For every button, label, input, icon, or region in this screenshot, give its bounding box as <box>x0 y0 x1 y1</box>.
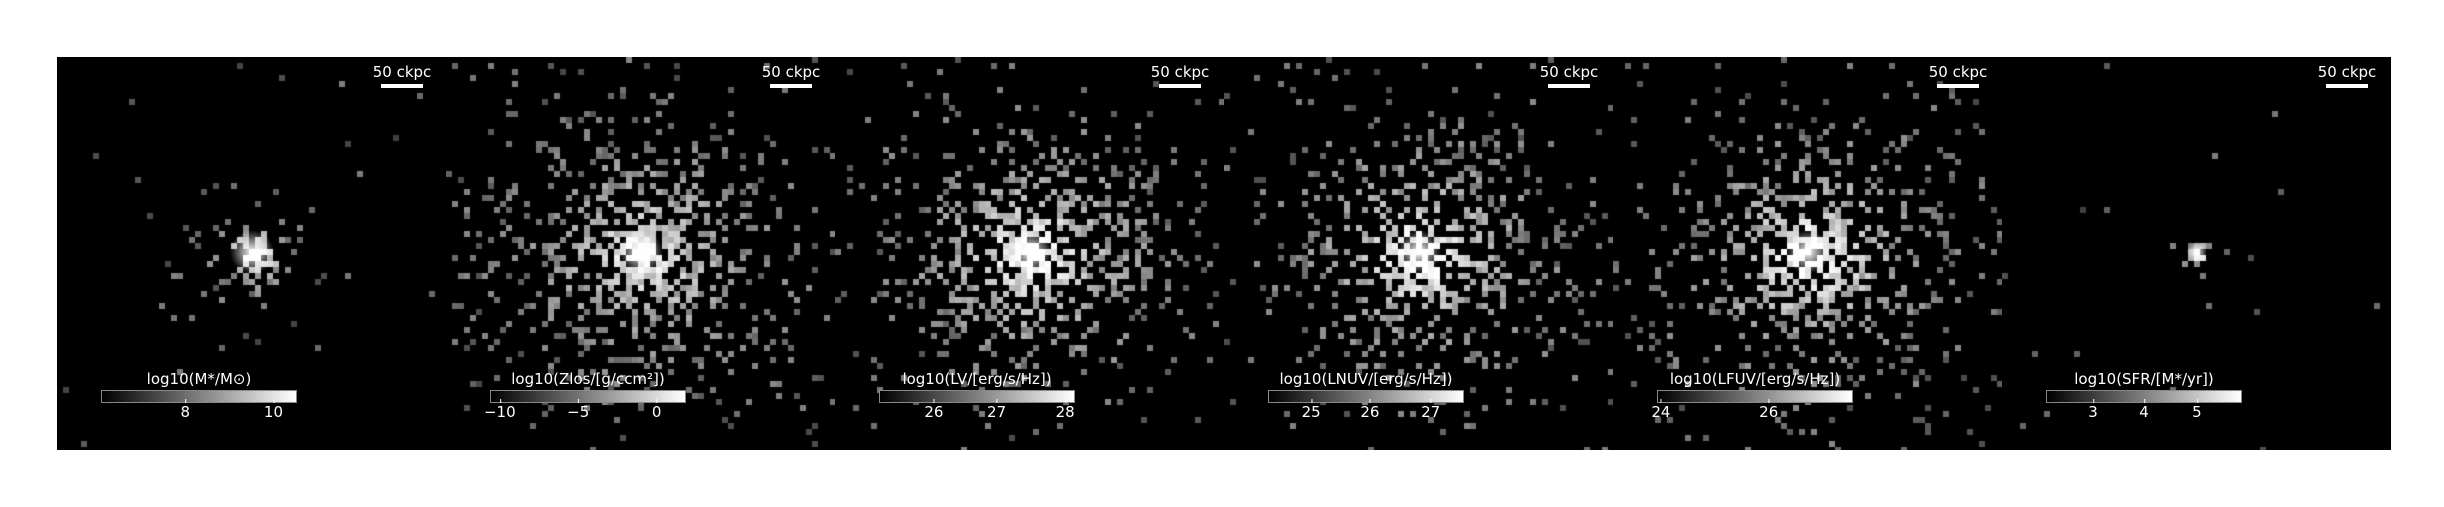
colorbar-gradient <box>1657 390 1853 403</box>
colorbar-tick-label: 24 <box>1651 399 1671 421</box>
colorbar-tick-label: 27 <box>1421 399 1441 421</box>
colorbar-gradient <box>879 390 1075 403</box>
colorbar-gradient <box>1268 390 1464 403</box>
colorbar-tick-label: 0 <box>651 399 662 421</box>
scale-bar: 50 ckpc <box>372 63 432 88</box>
scale-bar-label: 50 ckpc <box>372 63 432 81</box>
scale-bar-line <box>1937 84 1979 88</box>
galaxy-map-metallicity <box>446 57 835 450</box>
colorbar-tick-label: 28 <box>1055 399 1075 421</box>
colorbar-tick-label: 8 <box>180 399 191 421</box>
scale-bar-line <box>770 84 812 88</box>
colorbar-ticks: 3 4 5 <box>2046 399 2242 423</box>
colorbar-gradient <box>490 390 686 403</box>
panel-sfr: 50 ckpc log10(SFR/[M*/yr]) 3 4 5 <box>2002 57 2391 450</box>
colorbar: log10(LV/[erg/s/Hz]) 26 27 28 <box>879 370 1075 423</box>
colorbar-label: log10(LNUV/[erg/s/Hz]) <box>1279 370 1453 388</box>
scale-bar: 50 ckpc <box>1928 63 1988 88</box>
galaxy-map-fuv <box>1613 57 2002 450</box>
galaxy-map-nuv <box>1224 57 1613 450</box>
colorbar-tick-label: 27 <box>987 399 1007 421</box>
colorbar: log10(LFUV/[erg/s/Hz]) 24 26 <box>1651 370 1853 423</box>
panel-stellar-mass: 50 ckpc log10(M*/M⊙) 8 10 <box>57 57 446 450</box>
panel-nuv-luminosity: 50 ckpc log10(LNUV/[erg/s/Hz]) 25 26 27 <box>1224 57 1613 450</box>
galaxy-map-sfr <box>2002 57 2391 450</box>
scale-bar: 50 ckpc <box>1150 63 1210 88</box>
scale-bar-line <box>2326 84 2368 88</box>
image-strip: 50 ckpc log10(M*/M⊙) 8 10 50 ckpc log10(Z… <box>57 57 2391 450</box>
colorbar-ticks: 25 26 27 <box>1268 399 1464 423</box>
colorbar-label: log10(Zlos/[g/ccm²]) <box>511 370 665 388</box>
scale-bar-label: 50 ckpc <box>1928 63 1988 81</box>
colorbar-tick-label: −10 <box>483 399 516 421</box>
colorbar-gradient <box>101 390 297 403</box>
colorbar: log10(LNUV/[erg/s/Hz]) 25 26 27 <box>1268 370 1464 423</box>
colorbar-label: log10(SFR/[M*/yr]) <box>2074 370 2214 388</box>
galaxy-map-v-band <box>835 57 1224 450</box>
colorbar-tick-label: 26 <box>1360 399 1380 421</box>
colorbar: log10(M*/M⊙) 8 10 <box>101 370 297 423</box>
scale-bar: 50 ckpc <box>761 63 821 88</box>
scale-bar-label: 50 ckpc <box>1150 63 1210 81</box>
colorbar-label: log10(LV/[erg/s/Hz]) <box>902 370 1052 388</box>
galaxy-map-stellar-mass <box>57 57 446 450</box>
scale-bar-label: 50 ckpc <box>1539 63 1599 81</box>
colorbar-tick-label: 26 <box>1759 399 1779 421</box>
colorbar-tick-label: 10 <box>263 399 284 421</box>
scale-bar-line <box>381 84 423 88</box>
scale-bar: 50 ckpc <box>2317 63 2377 88</box>
panel-v-band-luminosity: 50 ckpc log10(LV/[erg/s/Hz]) 26 27 28 <box>835 57 1224 450</box>
colorbar-label: log10(LFUV/[erg/s/Hz]) <box>1669 370 1841 388</box>
scale-bar-label: 50 ckpc <box>761 63 821 81</box>
colorbar: log10(Zlos/[g/ccm²]) −10 −5 0 <box>484 370 686 423</box>
colorbar-ticks: −10 −5 0 <box>484 399 686 423</box>
scale-bar-label: 50 ckpc <box>2317 63 2377 81</box>
scale-bar: 50 ckpc <box>1539 63 1599 88</box>
colorbar-ticks: 24 26 <box>1651 399 1853 423</box>
scale-bar-line <box>1548 84 1590 88</box>
panel-metallicity: 50 ckpc log10(Zlos/[g/ccm²]) −10 −5 0 <box>446 57 835 450</box>
colorbar: log10(SFR/[M*/yr]) 3 4 5 <box>2046 370 2242 423</box>
colorbar-tick-label: 25 <box>1301 399 1321 421</box>
colorbar-ticks: 8 10 <box>101 399 297 423</box>
panel-fuv-luminosity: 50 ckpc log10(LFUV/[erg/s/Hz]) 24 26 <box>1613 57 2002 450</box>
colorbar-label: log10(M*/M⊙) <box>146 370 252 388</box>
colorbar-ticks: 26 27 28 <box>879 399 1075 423</box>
colorbar-tick-label: 3 <box>2088 399 2098 421</box>
colorbar-tick-label: −5 <box>567 399 590 421</box>
scale-bar-line <box>1159 84 1201 88</box>
colorbar-tick-label: 5 <box>2192 399 2202 421</box>
colorbar-tick-label: 26 <box>924 399 944 421</box>
colorbar-tick-label: 4 <box>2139 399 2149 421</box>
